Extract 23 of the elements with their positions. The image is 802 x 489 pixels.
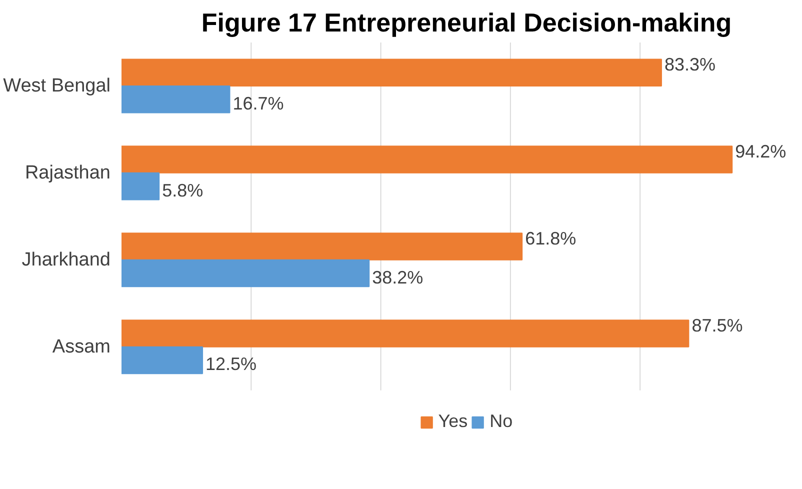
data-label: 61.8% — [525, 228, 576, 249]
y-tick-label: Jharkhand — [22, 249, 111, 270]
bar — [122, 320, 690, 348]
data-label: 5.8% — [162, 180, 204, 200]
bar — [122, 85, 230, 114]
bar — [122, 146, 733, 174]
data-label: 38.2% — [372, 267, 424, 288]
legend-label: Yes — [438, 411, 468, 432]
y-tick-label: Rajasthan — [24, 162, 111, 184]
data-label: 87.5% — [692, 315, 743, 336]
legend-label: No — [490, 411, 513, 432]
bar — [122, 58, 662, 86]
data-label: 12.5% — [206, 354, 257, 374]
data-label: 16.7% — [232, 93, 284, 114]
data-label: 94.2% — [735, 142, 786, 162]
bar — [122, 172, 160, 200]
bar — [122, 232, 523, 260]
y-tick-label: West Bengal — [3, 75, 111, 96]
data-label: 83.3% — [664, 54, 716, 75]
bar — [122, 346, 204, 374]
y-tick-label: Assam — [52, 336, 111, 358]
bar — [122, 259, 370, 288]
chart-title: Figure 17 Entrepreneurial Decision-making — [201, 8, 732, 38]
